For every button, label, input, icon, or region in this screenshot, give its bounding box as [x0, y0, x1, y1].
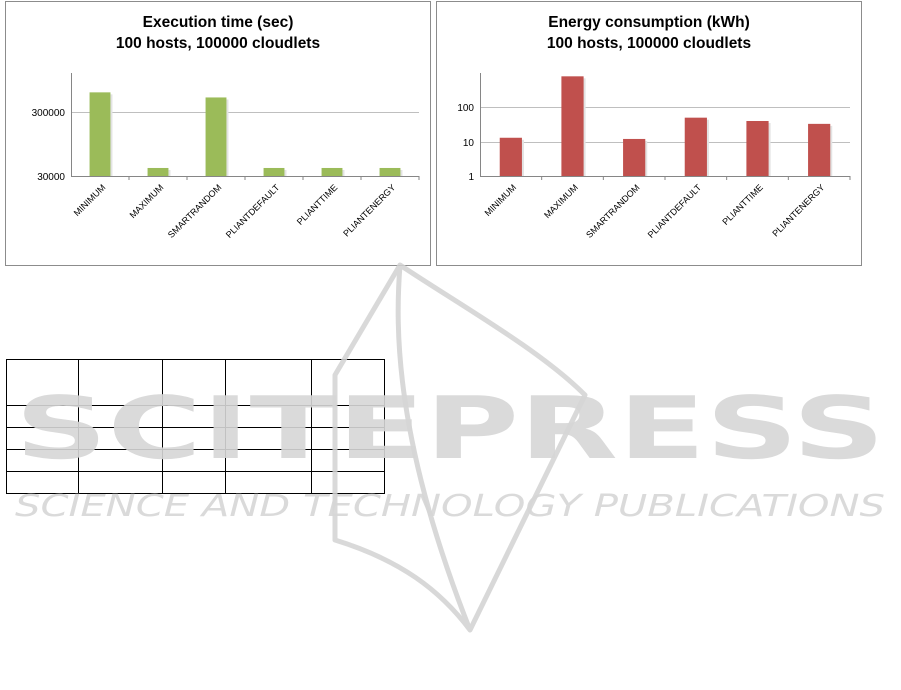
- table-cell: [6, 471, 79, 494]
- table-cell: [162, 471, 226, 494]
- bar-pliantenergy: [808, 123, 831, 176]
- table-row: [6, 427, 385, 450]
- execution-time-chart: Execution time (sec) 100 hosts, 100000 c…: [5, 1, 431, 266]
- category-label: PLIANTENERGY: [770, 182, 826, 238]
- table-cell: [225, 471, 312, 494]
- table-cell: [6, 405, 79, 428]
- table-cell: [225, 359, 312, 406]
- table-cell: [78, 449, 163, 472]
- empty-table: [6, 359, 385, 494]
- category-label: PLIANTDEFAULT: [224, 182, 282, 240]
- execution-time-subtitle-line: 100 hosts, 100000 cloudlets: [115, 35, 321, 52]
- bar-pliantdefault: [263, 167, 285, 176]
- table-cell: [6, 449, 79, 472]
- energy-consumption-plot: 1 10 100 MINIMUM MAXIMUM SMARTRANDOM PLIANTDEF…: [457, 73, 851, 240]
- bar-plianttime: [746, 120, 769, 176]
- table-cell: [6, 427, 79, 450]
- table-cell: [225, 427, 312, 450]
- bar-maximum: [147, 167, 169, 176]
- execution-time-chart-title: Execution time (sec) 100 hosts, 100000 c…: [6, 12, 430, 54]
- table-cell: [225, 405, 312, 428]
- y-tick-label: 10: [463, 138, 475, 149]
- bar-plianttime: [321, 167, 343, 176]
- category-label: MINIMUM: [72, 182, 108, 218]
- bar-pliantenergy: [379, 167, 401, 176]
- watermark-subtitle: SCIENCE AND TECHNOLOGY PUBLICATIONS: [15, 489, 885, 524]
- table-row: [6, 405, 385, 428]
- bar-minimum: [499, 137, 522, 176]
- bar-pliantdefault: [684, 117, 707, 176]
- table-cell: [78, 471, 163, 494]
- table-cell: [225, 449, 312, 472]
- table-cell: [162, 405, 226, 428]
- table-cell: [78, 427, 163, 450]
- y-tick-label: 30000: [37, 172, 65, 183]
- table-cell: [78, 405, 163, 428]
- table-cell: [311, 449, 385, 472]
- table-cell: [162, 449, 226, 472]
- bar-smartrandom: [623, 138, 646, 176]
- table-cell: [6, 359, 79, 406]
- energy-consumption-chart: Energy consumption (kWh) 100 hosts, 1000…: [436, 1, 862, 266]
- energy-consumption-subtitle-line: 100 hosts, 100000 cloudlets: [546, 35, 752, 52]
- y-tick-label: 300000: [32, 108, 66, 119]
- category-label: PLIANTTIME: [295, 182, 340, 227]
- execution-time-title-line: Execution time (sec): [142, 14, 294, 31]
- category-label: PLIANTENERGY: [341, 182, 397, 238]
- bar-maximum: [561, 76, 584, 176]
- table-row: [6, 449, 385, 472]
- table-cell: [311, 359, 385, 406]
- category-label: PLIANTTIME: [720, 182, 765, 227]
- table-cell: [311, 471, 385, 494]
- table-row: [6, 471, 385, 494]
- y-tick-label: 100: [457, 103, 474, 114]
- category-label: PLIANTDEFAULT: [646, 182, 704, 240]
- category-label: SMARTRANDOM: [166, 182, 224, 240]
- y-tick-label: 1: [468, 172, 474, 183]
- table-cell: [162, 427, 226, 450]
- table-cell: [311, 405, 385, 428]
- table-header-row: [6, 359, 385, 406]
- category-label: MAXIMUM: [542, 182, 580, 220]
- table-cell: [78, 359, 163, 406]
- category-label: MAXIMUM: [128, 182, 166, 220]
- category-label: SMARTRANDOM: [584, 182, 642, 240]
- energy-consumption-chart-title: Energy consumption (kWh) 100 hosts, 1000…: [437, 12, 861, 54]
- table-cell: [162, 359, 226, 406]
- category-label: MINIMUM: [483, 182, 519, 218]
- energy-consumption-title-line: Energy consumption (kWh): [548, 14, 750, 31]
- bar-minimum: [89, 92, 111, 176]
- table-cell: [311, 427, 385, 450]
- bar-smartrandom: [205, 97, 227, 176]
